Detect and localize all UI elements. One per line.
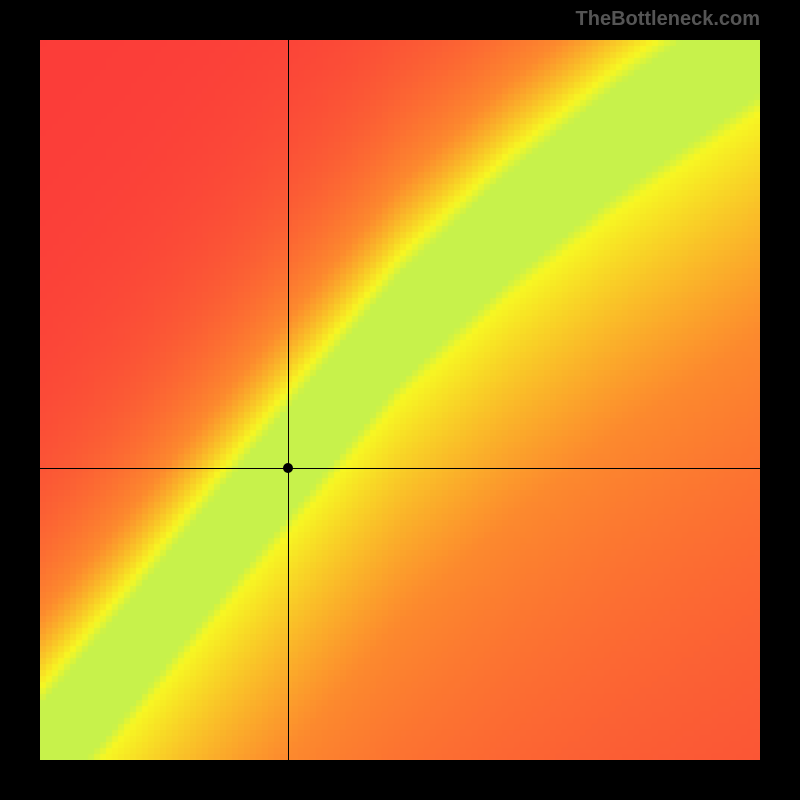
crosshair-horizontal xyxy=(40,468,760,469)
chart-container: TheBottleneck.com xyxy=(0,0,800,800)
heatmap-canvas xyxy=(40,40,760,760)
marker-dot xyxy=(283,463,293,473)
plot-area xyxy=(40,40,760,760)
crosshair-vertical xyxy=(288,40,289,760)
watermark-text: TheBottleneck.com xyxy=(576,8,760,31)
